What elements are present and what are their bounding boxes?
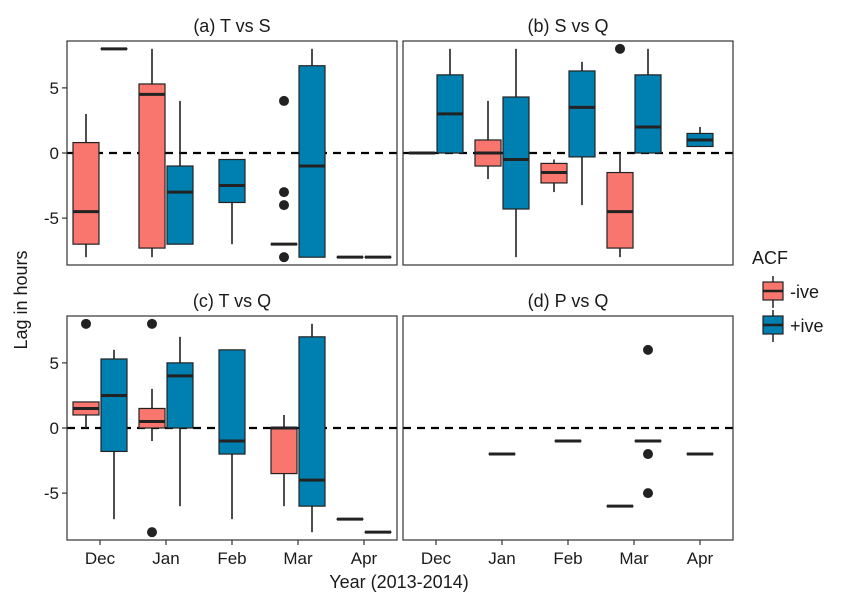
box-jan-positive [502,48,530,258]
panel-3: (c) T vs Q -5 0 5 Dec Jan Feb Mar Apr [44,291,398,568]
y-tick-label: 0 [50,419,59,438]
iqr-box [568,70,596,158]
legend-items: -ive +ive [762,276,824,342]
iqr-box [634,74,662,154]
iqr-box [218,158,246,204]
outlier-point [643,449,653,460]
outlier-point [147,318,157,329]
iqr-box [138,83,166,249]
outlier-point [615,43,625,54]
iqr-box [298,65,326,258]
x-tick-label: Apr [351,549,378,568]
x-tick-label: Jan [152,549,179,568]
iqr-box [166,165,194,245]
outlier-point [279,200,289,211]
panel-plot-area [67,47,397,263]
panel-border [402,40,734,266]
x-tick-label: Apr [687,549,714,568]
box-jan-positive [166,100,194,245]
box-mar-positive [298,48,326,258]
box-jan-negative [474,100,502,180]
panel-title: (d) P vs Q [528,291,609,311]
iqr-box [218,349,246,455]
box-feb-negative [540,159,568,193]
x-tick-label: Mar [619,549,649,568]
x-tick-label: Feb [553,549,582,568]
box-dec-positive [100,349,128,520]
panel-title: (c) T vs Q [193,291,271,311]
box-jan-negative [138,318,166,538]
panel-plot-area [403,344,733,508]
outlier-point [643,344,653,355]
box-feb-positive [568,61,596,206]
panels: (a) T vs S -5 0 5 (b) S vs Q (c) T vs Q -5 0 5 De… [44,16,734,568]
panel-1: (a) T vs S -5 0 5 [44,16,398,266]
iqr-box [298,336,326,507]
legend: ACF -ive +ive [752,248,824,342]
panel-2: (b) S vs Q [402,16,734,266]
legend-title: ACF [752,248,788,268]
panel-title: (a) T vs S [193,16,270,36]
x-tick-label: Dec [85,549,116,568]
box-mar-negative [606,43,634,258]
outlier-point [279,187,289,198]
panel-4: (d) P vs Q Dec Jan Feb Mar Apr [402,291,734,568]
panel-title: (b) S vs Q [527,16,608,36]
iqr-box [72,141,100,245]
legend-item-positive: +ive [762,310,824,342]
iqr-box [166,362,194,429]
box-mar-negative [270,414,298,507]
iqr-box [100,358,128,453]
box-mar-positive [634,48,662,154]
legend-label: -ive [790,282,819,302]
box-mar-positive [634,344,662,499]
outlier-point [279,252,289,263]
panel-plot-area [403,43,733,258]
y-tick-label: -5 [44,484,59,503]
box-dec-positive [436,48,464,154]
box-jan-negative [138,48,166,258]
box-dec-negative [72,113,100,258]
box-apr-positive [686,126,714,148]
x-tick-label: Mar [283,549,313,568]
box-feb-positive [218,158,246,245]
box-feb-positive [218,349,246,520]
legend-item-negative: -ive [762,276,819,308]
outlier-point [81,318,91,329]
y-tick-label: 5 [50,354,59,373]
iqr-box [502,96,530,210]
outlier-point [643,488,653,499]
y-tick-label: 5 [50,79,59,98]
x-axis-title: Year (2013-2014) [329,572,468,592]
panel-plot-area [67,318,397,538]
x-tick-label: Dec [421,549,452,568]
outlier-point [279,95,289,106]
legend-label: +ive [790,316,824,336]
iqr-box [270,427,298,475]
box-dec-negative [72,318,100,428]
iqr-box [138,407,166,429]
x-tick-label: Feb [217,549,246,568]
box-jan-positive [166,336,194,507]
box-mar-negative [270,95,298,263]
box-mar-positive [298,323,326,533]
y-tick-label: -5 [44,209,59,228]
outlier-point [147,527,157,538]
y-axis-title: Lag in hours [11,250,31,349]
y-tick-label: 0 [50,144,59,163]
x-tick-label: Jan [488,549,515,568]
